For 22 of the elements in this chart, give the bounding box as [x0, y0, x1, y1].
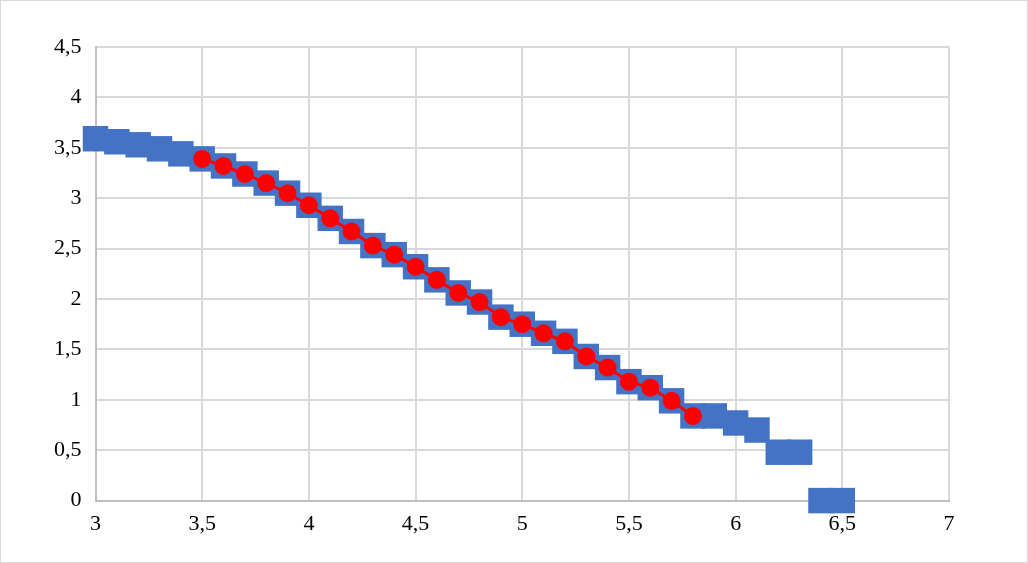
x-tick-label: 4,5 [401, 509, 430, 535]
y-tick-label: 3,5 [54, 133, 82, 159]
y-tick-label: 0 [70, 486, 82, 512]
x-tick-label: 3,5 [188, 509, 216, 535]
y-tick-label: 4 [70, 83, 82, 109]
y-tick-label: 1 [70, 385, 82, 411]
x-tick-label: 4 [303, 509, 315, 535]
x-tick-label: 5,5 [615, 509, 643, 535]
x-tick-label: 6,5 [828, 509, 857, 535]
x-tick-label: 6 [730, 509, 742, 535]
y-tick-label: 2,5 [54, 234, 82, 260]
y-tick-label: 1,5 [54, 335, 82, 361]
x-tick-label: 3 [90, 509, 101, 535]
y-tick-label: 2 [70, 284, 82, 310]
y-tick-label: 4,5 [54, 32, 82, 58]
point [744, 417, 770, 443]
point [829, 487, 856, 514]
x-tick-label: 7 [943, 509, 955, 535]
y-tick-label: 3 [70, 183, 82, 209]
y-tick-label: 0,5 [54, 435, 82, 461]
x-tick-label: 5 [516, 509, 528, 535]
point [786, 439, 813, 465]
